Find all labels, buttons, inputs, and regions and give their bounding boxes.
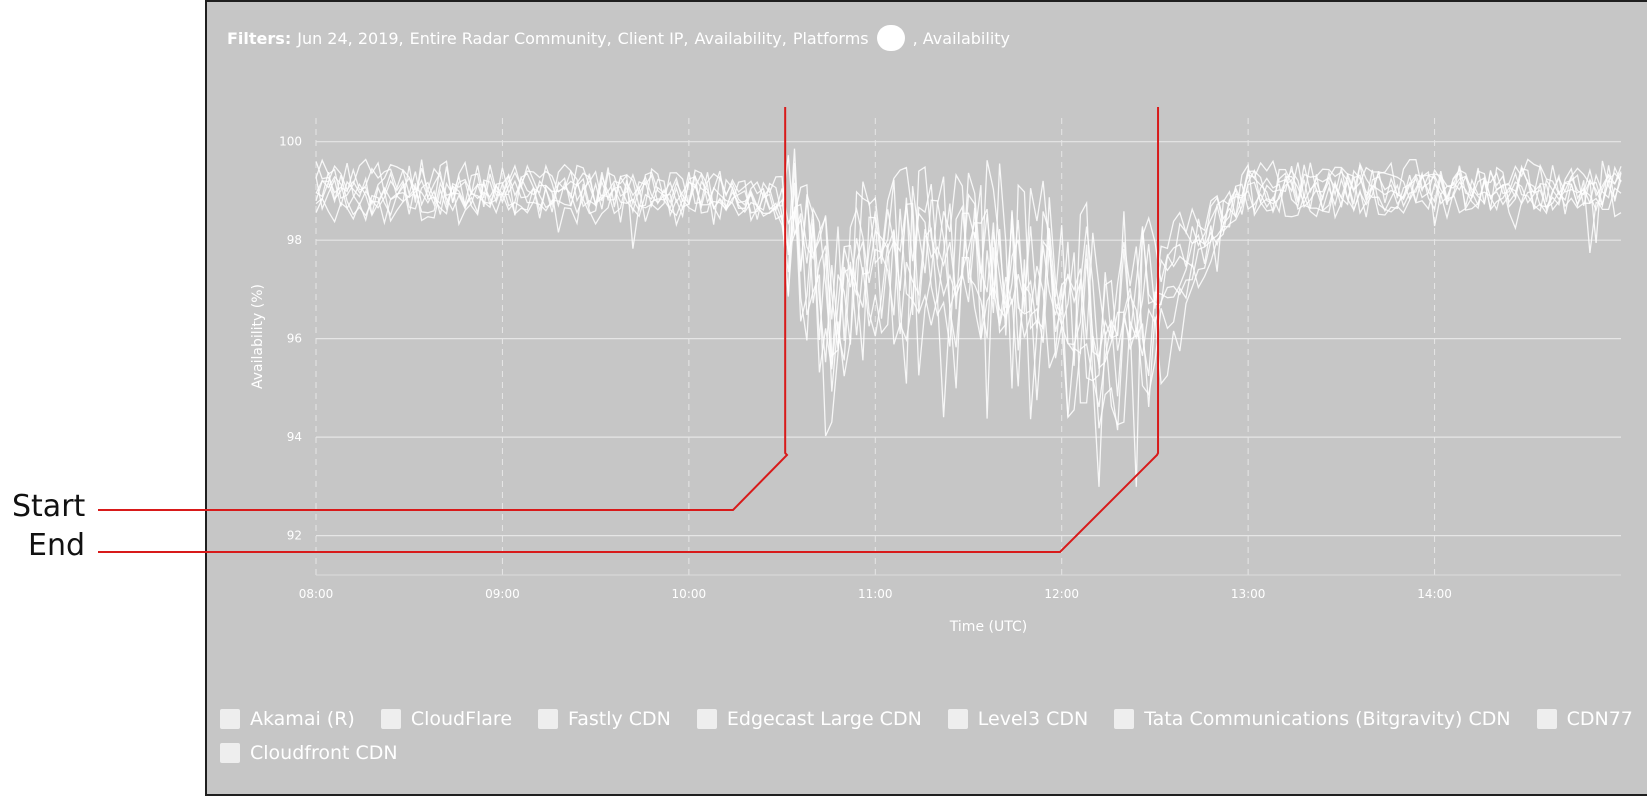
platforms-chip[interactable] (876, 25, 905, 51)
y-axis-title: Availability (%) (250, 284, 266, 389)
filters-bar: Filters: Jun 24, 2019, Entire Radar Comm… (227, 25, 1010, 51)
x-tick-label: 08:00 (299, 587, 334, 601)
start-callout-line (98, 107, 789, 511)
filter-availability[interactable]: Availability, (694, 28, 787, 48)
axes-layer: 92 94 96 98 100 08:00 09:00 10:00 11:00 12:00 13:0… (250, 135, 1621, 635)
legend-item[interactable]: Edgecast Large CDN (696, 708, 922, 730)
grid-layer (315, 118, 1621, 575)
x-tick-label: 11:00 (858, 587, 893, 601)
filter-metric[interactable]: , Availability (912, 28, 1011, 48)
series-line (315, 159, 1622, 487)
legend-checkbox[interactable] (947, 709, 968, 729)
legend-label: Edgecast Large CDN (726, 708, 922, 730)
filter-client-ip[interactable]: Client IP, (617, 28, 689, 48)
series-line (315, 148, 1622, 431)
y-tick-label: 96 (287, 332, 302, 346)
y-tick-label: 100 (279, 135, 302, 149)
legend-checkbox[interactable] (1114, 709, 1135, 729)
legend-item[interactable]: CloudFlare (380, 708, 513, 730)
legend-label: CDN77 (1566, 708, 1633, 730)
legend-checkbox[interactable] (220, 709, 240, 729)
legend-label: Akamai (R) (250, 708, 355, 730)
filter-platforms[interactable]: Platforms (792, 28, 869, 48)
legend-item[interactable]: CDN77 (1536, 708, 1633, 730)
legend-item[interactable]: Fastly CDN (538, 708, 671, 730)
legend-label: CloudFlare (410, 708, 513, 730)
start-annotation-label: Start (12, 489, 86, 524)
series-line (315, 158, 1622, 487)
legend-checkbox[interactable] (538, 709, 559, 729)
legend: Akamai (R) CloudFlare Fastly CDN Edgecast L… (220, 708, 1640, 764)
end-annotation-label: End (28, 528, 86, 563)
legend-checkbox[interactable] (380, 709, 401, 729)
legend-item[interactable]: Tata Communications (Bitgravity) CDN (1114, 708, 1511, 730)
chart-panel: Filters: Jun 24, 2019, Entire Radar Comm… (205, 0, 1647, 796)
end-callout-line (98, 107, 1160, 553)
filters-label: Filters: (227, 28, 292, 48)
x-tick-label: 09:00 (485, 587, 520, 601)
legend-checkbox[interactable] (220, 743, 240, 763)
legend-label: Level3 CDN (977, 708, 1089, 730)
filter-date[interactable]: Jun 24, 2019, (297, 28, 404, 48)
filter-community[interactable]: Entire Radar Community, (409, 28, 612, 48)
legend-checkbox[interactable] (696, 709, 717, 729)
series-line (315, 163, 1622, 377)
x-tick-label: 14:00 (1417, 587, 1452, 601)
legend-item[interactable]: Akamai (R) (220, 708, 355, 730)
x-tick-label: 12:00 (1044, 587, 1079, 601)
legend-label: Fastly CDN (568, 708, 671, 730)
legend-item[interactable]: Cloudfront CDN (220, 742, 398, 764)
y-tick-label: 98 (287, 233, 302, 247)
series-line (315, 164, 1622, 420)
series-layer (315, 148, 1622, 487)
x-axis-title: Time (UTC) (949, 619, 1027, 635)
annotation-layer (98, 107, 1160, 553)
series-line (315, 155, 1622, 376)
x-tick-label: 10:00 (672, 587, 707, 601)
legend-label: Cloudfront CDN (250, 742, 398, 764)
legend-label: Tata Communications (Bitgravity) CDN (1144, 708, 1511, 730)
y-tick-label: 94 (287, 430, 302, 444)
legend-checkbox[interactable] (1536, 709, 1557, 729)
x-tick-label: 13:00 (1231, 587, 1266, 601)
y-tick-label: 92 (287, 529, 302, 543)
legend-item[interactable]: Level3 CDN (947, 708, 1089, 730)
